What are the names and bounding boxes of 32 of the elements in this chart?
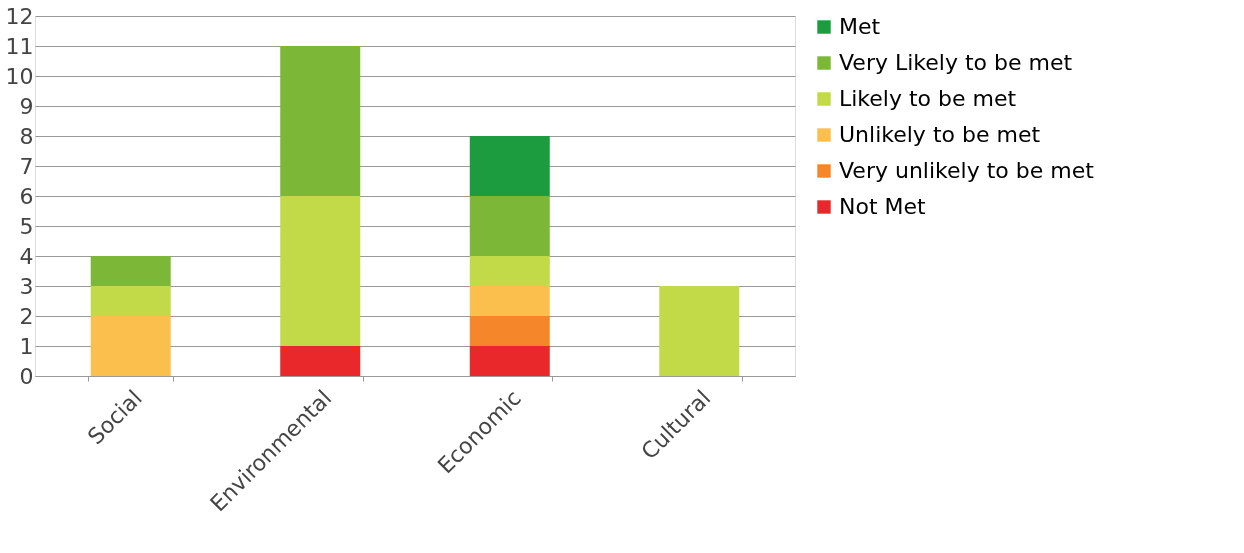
y-tick-label: 12 — [5, 3, 34, 29]
legend-label: Unlikely to be met — [839, 122, 1041, 147]
y-tick-label: 0 — [19, 363, 34, 389]
y-tick-label: 10 — [5, 63, 34, 89]
y-tick-label: 2 — [19, 303, 34, 329]
bar — [469, 316, 550, 346]
y-tick-label: 7 — [19, 153, 34, 179]
bar — [469, 196, 550, 256]
bar — [280, 346, 361, 376]
legend-label: Very Likely to be met — [839, 50, 1073, 75]
y-tick-label: 8 — [19, 123, 34, 149]
bar — [90, 286, 171, 316]
y-tick-label: 3 — [19, 273, 34, 299]
legend-label: Not Met — [839, 194, 927, 219]
y-tick-label: 4 — [19, 243, 34, 269]
y-tick-label: 11 — [5, 33, 34, 59]
bar — [280, 46, 361, 196]
bar — [469, 256, 550, 286]
legend-label: Met — [839, 14, 881, 39]
bar — [280, 196, 361, 346]
bar — [469, 346, 550, 376]
y-tick-label: 6 — [19, 183, 34, 209]
bar — [90, 316, 171, 376]
y-tick-label: 9 — [19, 93, 34, 119]
legend-label: Very unlikely to be met — [839, 158, 1095, 183]
y-tick-label: 1 — [19, 333, 34, 359]
bar — [659, 286, 740, 376]
bar — [90, 256, 171, 286]
bar — [469, 286, 550, 316]
bar — [469, 136, 550, 196]
legend-label: Likely to be met — [839, 86, 1017, 111]
y-tick-label: 5 — [19, 213, 34, 239]
